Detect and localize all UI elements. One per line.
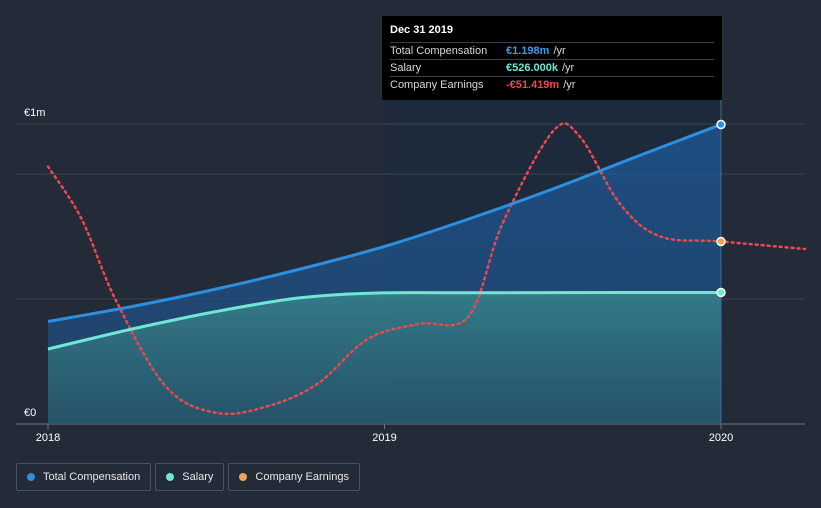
x-tick-label: 2019 [372, 432, 396, 444]
tooltip-value: -€51.419m [506, 79, 560, 91]
tooltip-value: €526.000k [506, 62, 558, 74]
y-tick-label: €1m [24, 107, 45, 119]
tooltip-unit: /yr [553, 45, 566, 57]
tooltip-row-company-earnings: Company Earnings -€51.419m /yr [390, 76, 714, 93]
legend-label: Company Earnings [255, 471, 349, 483]
total-compensation-line [47, 123, 722, 323]
tooltip-row-salary: Salary €526.000k /yr [390, 59, 714, 76]
total-compensation-marker[interactable] [716, 119, 726, 130]
legend-dot-icon [27, 473, 35, 481]
legend-label: Total Compensation [43, 471, 141, 483]
tooltip-unit: /yr [563, 79, 576, 91]
x-axis: 2018 2019 2020 [36, 424, 733, 444]
company-earnings-marker[interactable] [716, 236, 726, 247]
x-tick-label: 2018 [36, 432, 60, 444]
company-earnings-line [46, 122, 807, 416]
legend-item-total-compensation[interactable]: Total Compensation [16, 463, 152, 491]
tooltip-date: Dec 31 2019 [390, 24, 453, 36]
y-axis: €1m €0 [24, 107, 45, 419]
legend-dot-icon [166, 473, 175, 481]
tooltip-row-total-compensation: Total Compensation €1.198m /yr [390, 42, 714, 59]
tooltip-label: Total Compensation [390, 45, 488, 57]
legend-item-salary[interactable]: Salary [155, 463, 225, 491]
legend: Total Compensation Salary Company Earnin… [16, 463, 360, 491]
legend-dot-icon [239, 473, 248, 481]
y-tick-label: €0 [24, 407, 36, 419]
tooltip: Dec 31 2019 Total Compensation €1.198m /… [382, 16, 722, 100]
tooltip-value: €1.198m [506, 45, 550, 57]
x-tick-label: 2020 [709, 432, 733, 444]
tooltip-unit: /yr [562, 62, 575, 74]
salary-marker[interactable] [716, 287, 726, 298]
legend-item-company-earnings[interactable]: Company Earnings [228, 463, 360, 491]
tooltip-label: Salary [390, 62, 422, 74]
salary-line [47, 291, 722, 351]
legend-label: Salary [182, 471, 214, 483]
salary-area [48, 292, 721, 424]
tooltip-label: Company Earnings [390, 79, 484, 91]
